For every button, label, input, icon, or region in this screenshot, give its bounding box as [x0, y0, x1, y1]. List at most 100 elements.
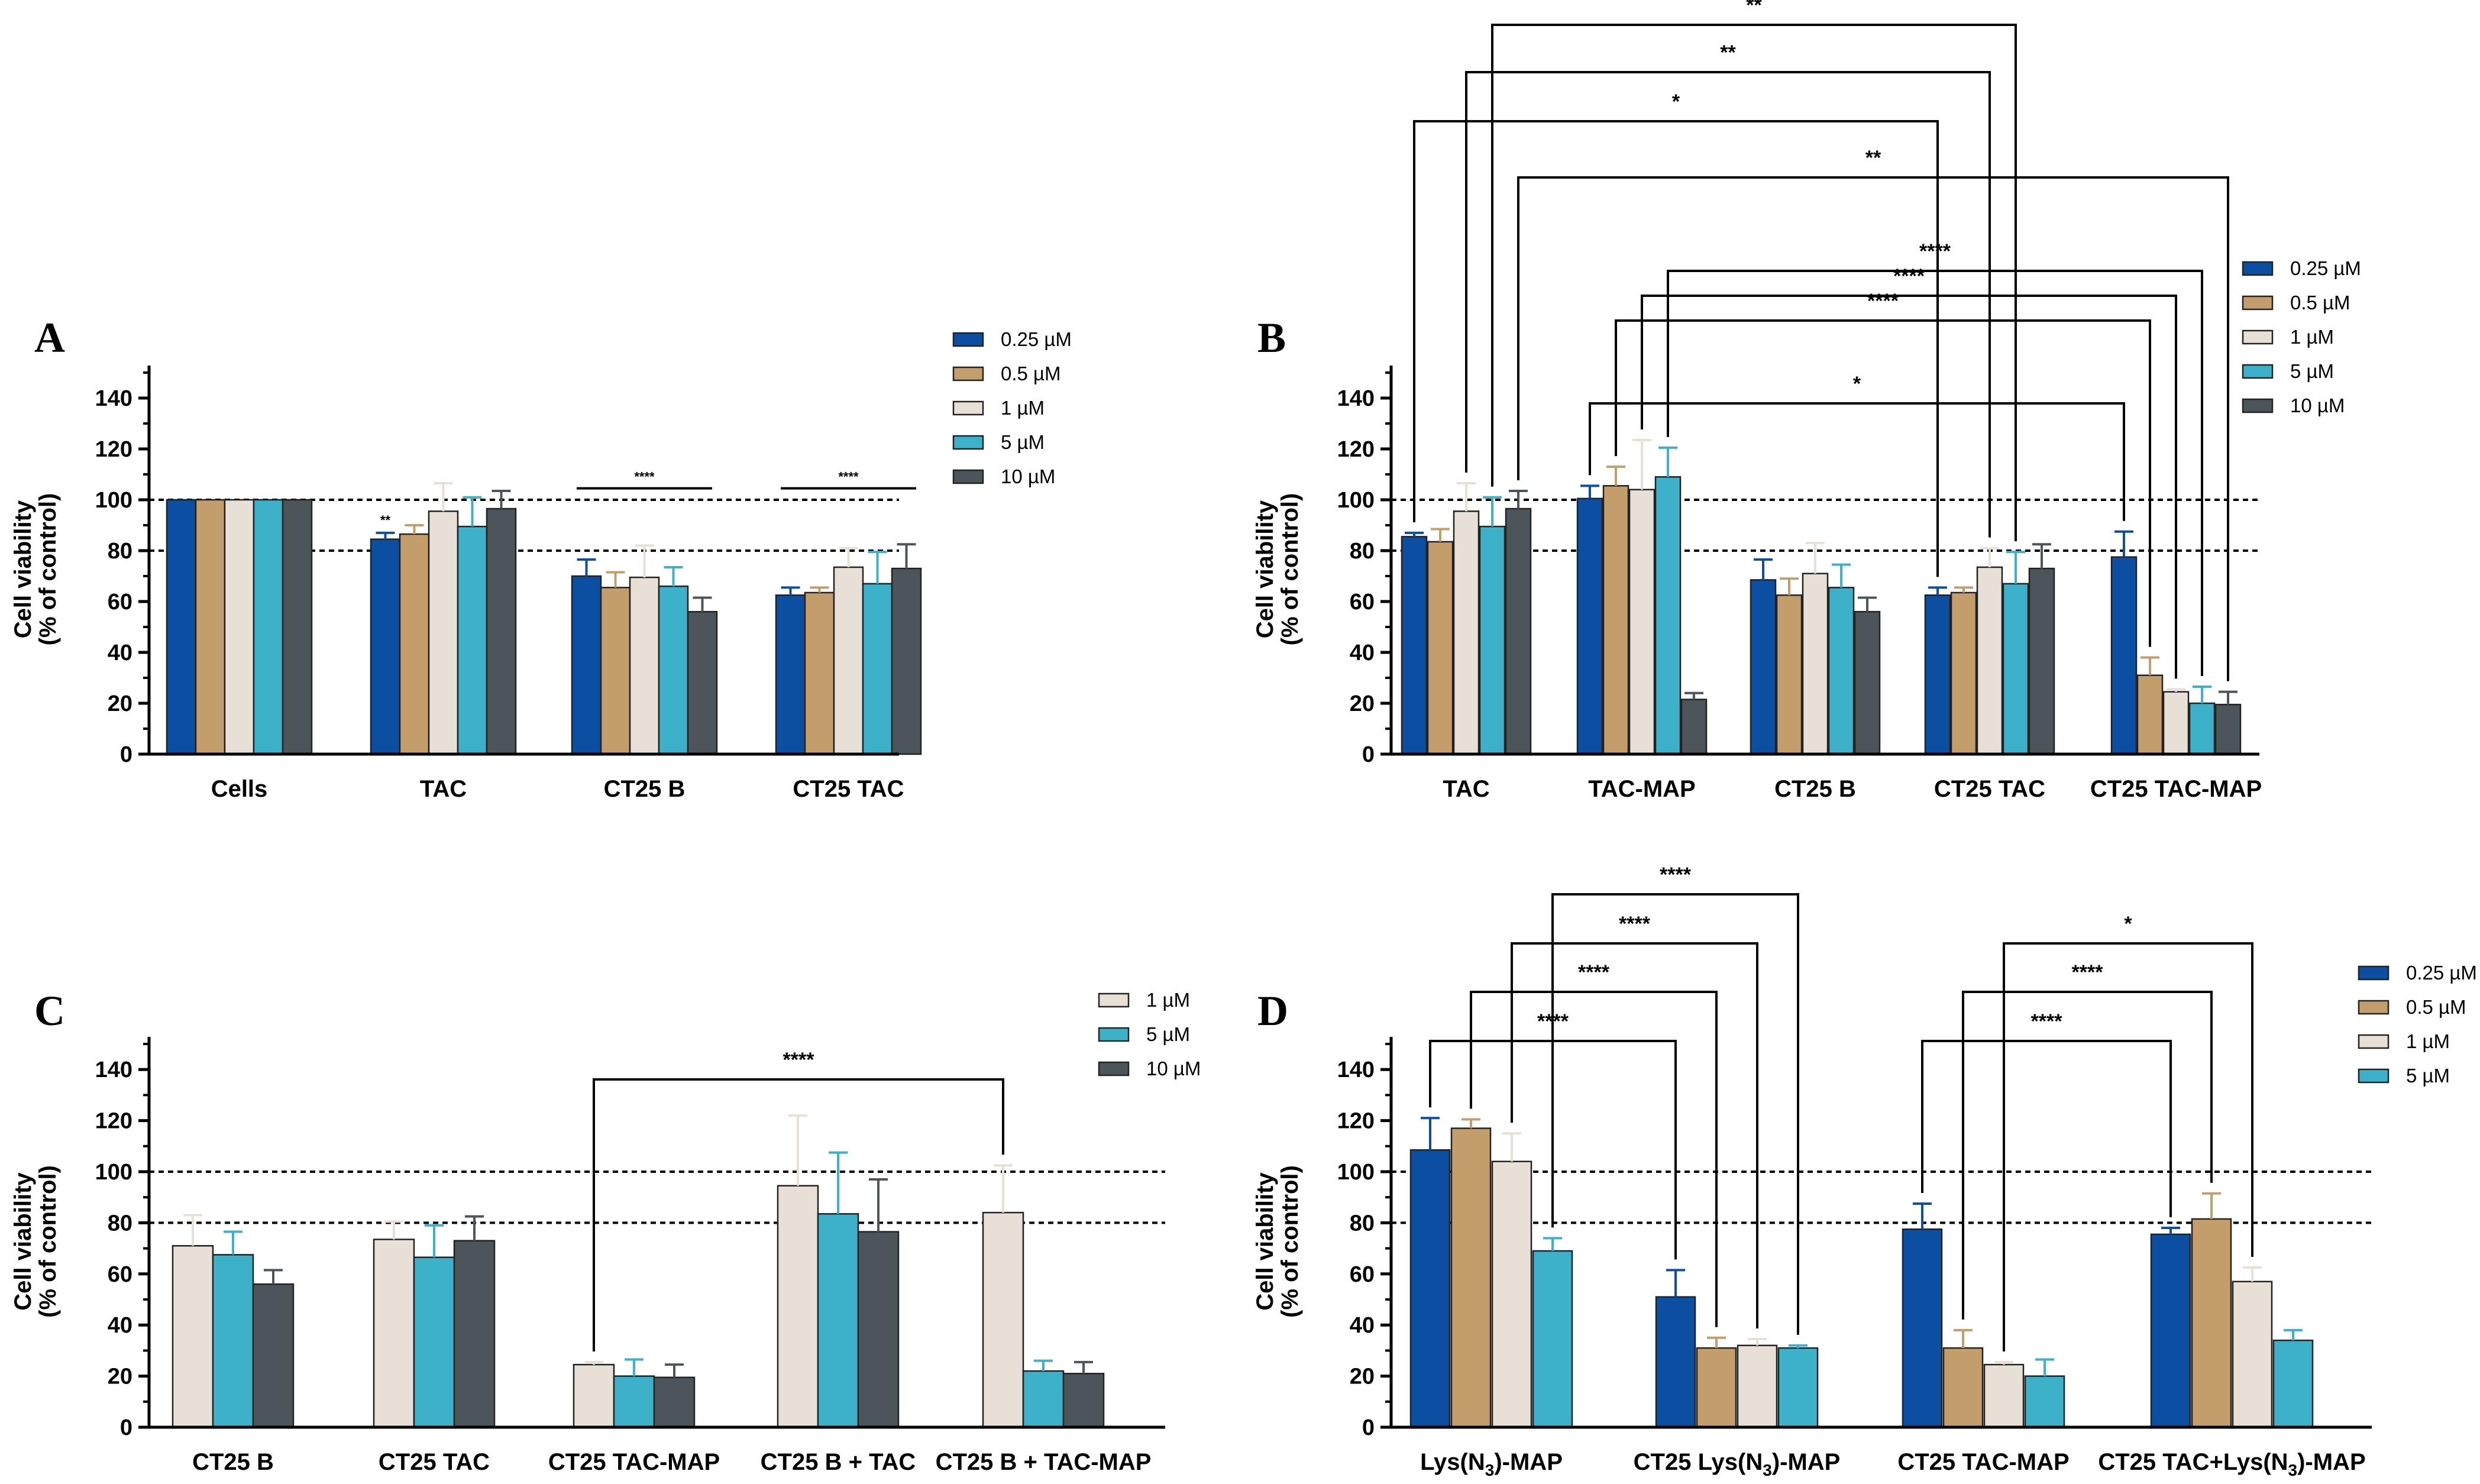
bar: [982, 1211, 1024, 1428]
y-axis-label-line1: Cell viability: [1252, 500, 1278, 638]
significance-bracket: [1511, 942, 1758, 1328]
y-tick-label: 60: [1350, 590, 1375, 615]
significance-bracket: [1641, 295, 2177, 679]
y-axis-label-line1: Cell viability: [1252, 1172, 1278, 1311]
significance-bracket: [1465, 71, 1991, 538]
bar: [373, 1239, 415, 1428]
y-tick-label: 0: [1362, 742, 1375, 767]
bar: [1902, 1228, 1943, 1428]
legend-label: 0.5 µM: [2290, 292, 2350, 313]
significance-label: *: [1853, 373, 1861, 395]
legend-label: 0.25 µM: [2406, 962, 2477, 984]
significance-bracket: [1470, 991, 1718, 1327]
legend-label: 1 µM: [1001, 397, 1045, 419]
bar: [2150, 1233, 2191, 1428]
legend-label: 0.25 µM: [2290, 257, 2361, 279]
significance-label: **: [1720, 41, 1736, 64]
x-category-label: CT25 B + TAC: [761, 1449, 916, 1475]
legend-label: 10 µM: [1001, 465, 1055, 487]
legend-swatch: [952, 469, 984, 484]
y-tick-label: 0: [1362, 1415, 1375, 1440]
x-category-label: CT25 B + TAC-MAP: [936, 1449, 1152, 1475]
bar: [1776, 594, 1803, 755]
y-tick-label: 100: [95, 1160, 132, 1185]
legend-swatch: [1098, 1027, 1130, 1042]
significance-label: ****: [1867, 290, 1899, 312]
bar: [1696, 1347, 1737, 1428]
bar: [653, 1376, 696, 1428]
y-axis-label-line2: (% of control): [35, 1165, 61, 1318]
bar: [2136, 674, 2164, 755]
y-tick-label: 20: [1350, 691, 1375, 716]
bar: [2002, 583, 2029, 755]
bar: [1062, 1373, 1105, 1428]
y-tick-label: 100: [95, 488, 132, 513]
bar: [804, 591, 835, 755]
y-tick-label: 100: [1337, 488, 1375, 513]
bar: [2272, 1339, 2314, 1428]
x-category-label: CT25 TAC-MAP: [1897, 1449, 2069, 1475]
legend-swatch: [952, 435, 984, 450]
y-tick-label: 80: [1350, 539, 1375, 564]
bar: [399, 533, 430, 755]
legend-label: 1 µM: [2406, 1030, 2450, 1052]
significance-bracket: [1491, 24, 2017, 542]
bar: [224, 499, 255, 755]
y-tick-label: 40: [1350, 641, 1375, 665]
y-tick-label: 40: [108, 641, 132, 665]
x-category-label: CT25 TAC: [1934, 776, 2045, 802]
y-tick-label: 120: [95, 1109, 132, 1134]
legend-label: 1 µM: [2290, 326, 2334, 348]
bar: [2110, 556, 2138, 755]
legend-label: 0.25 µM: [1001, 328, 1072, 350]
significance-bracket: [593, 1078, 1004, 1352]
bar: [212, 1254, 254, 1428]
significance-label: ****: [2031, 1010, 2063, 1033]
chart-panel-d: 0 20 40 60 80 100 120 140 Cell viability(% of co…: [1252, 864, 2477, 1479]
significance-label: *: [2124, 913, 2132, 935]
bar: [777, 1185, 819, 1428]
y-axis-label-line1: Cell viability: [10, 1172, 36, 1311]
bar: [428, 510, 459, 755]
significance-bracket: [1615, 319, 2151, 647]
x-category-label: CT25 TAC: [379, 1449, 490, 1475]
y-axis-label: Cell viability(% of control): [10, 1165, 61, 1318]
bar: [2214, 703, 2242, 755]
legend-swatch: [2358, 1034, 2390, 1049]
panel-letter-c: C: [34, 987, 65, 1034]
legend-label: 10 µM: [2290, 395, 2345, 416]
y-axis-label: Cell viability(% of control): [1252, 1165, 1303, 1318]
y-tick-label: 120: [95, 437, 132, 462]
x-category-label: CT25 TAC: [793, 776, 904, 802]
significance-label: *: [1672, 90, 1680, 113]
x-category-label: CT25 B: [1774, 776, 1856, 802]
bar: [1450, 1127, 1492, 1428]
bar: [1453, 510, 1480, 755]
bar: [1854, 610, 1881, 755]
bar: [613, 1375, 655, 1428]
bar: [457, 525, 488, 755]
x-category-label: CT25 TAC+Lys(N3)-MAP: [2098, 1449, 2365, 1479]
chart-panel-c: 0 20 40 60 80 100 120 140 Cell viability(% of co…: [10, 989, 1201, 1475]
y-tick-label: 0: [120, 742, 132, 767]
legend-swatch: [1098, 992, 1130, 1008]
y-tick-label: 60: [108, 1262, 132, 1287]
legend-label: 5 µM: [2406, 1065, 2450, 1087]
bar: [1602, 485, 1629, 755]
y-tick-label: 140: [1337, 1058, 1375, 1082]
bar: [775, 594, 806, 755]
significance-bracket: [1921, 1040, 2172, 1218]
y-axis-label-line2: (% of control): [1277, 1165, 1303, 1318]
legend-swatch: [2358, 965, 2390, 981]
y-tick-label: 20: [108, 1365, 132, 1389]
panel-letter-d: D: [1257, 987, 1288, 1034]
bar: [1655, 1296, 1696, 1428]
bar: [833, 566, 864, 755]
significance-label: ****: [783, 1049, 815, 1071]
y-tick-label: 80: [108, 539, 132, 564]
significance-label: ****: [1919, 240, 1951, 263]
bar: [573, 1363, 615, 1428]
significance-bracket: [1413, 120, 1939, 577]
bar: [862, 583, 893, 755]
significance-bracket: [1551, 893, 1799, 1335]
